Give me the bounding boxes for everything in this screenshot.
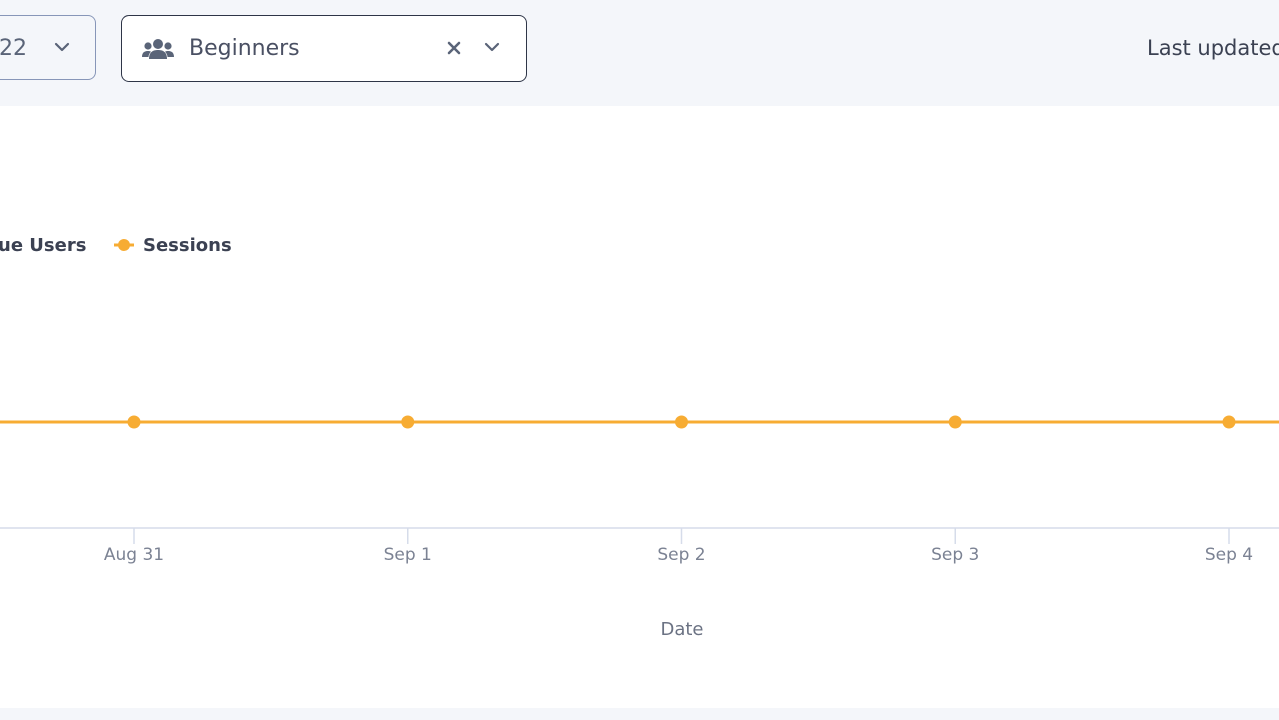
data-point-sessions[interactable] <box>127 415 141 429</box>
x-tick-label: Sep 2 <box>657 545 705 565</box>
legend-marker-sessions <box>118 239 130 251</box>
chevron-down-icon[interactable] <box>484 41 500 53</box>
last-updated-label: Last updated <box>1147 36 1279 60</box>
sessions-line-chart: ue Users Sessions Aug 31 Sep 1 Sep 2 Sep 3 S… <box>0 235 1279 640</box>
legend-label-sessions[interactable]: Sessions <box>143 235 232 256</box>
user-group-value: Beginners <box>189 36 300 61</box>
date-range-value: 22 <box>0 36 27 61</box>
data-point-sessions[interactable] <box>1222 415 1236 429</box>
x-axis-title: Date <box>660 619 703 640</box>
chevron-down-icon <box>54 42 70 52</box>
data-point-sessions[interactable] <box>948 415 962 429</box>
x-tick-label: Sep 4 <box>1205 545 1253 565</box>
users-icon <box>142 39 174 59</box>
filter-toolbar: 22 Beginners Last updated <box>0 0 1279 104</box>
data-point-sessions[interactable] <box>675 415 688 429</box>
legend-label-unique-users[interactable]: ue Users <box>0 235 86 256</box>
date-range-select[interactable]: 22 <box>0 15 96 80</box>
user-group-select[interactable]: Beginners <box>121 15 527 82</box>
chart-legend: ue Users Sessions <box>0 235 232 256</box>
x-tick-label: Aug 31 <box>104 545 164 565</box>
chart-panel: ue Users Sessions Aug 31 Sep 1 Sep 2 Sep 3 S… <box>0 106 1279 708</box>
data-point-sessions[interactable] <box>401 415 415 429</box>
x-tick-label: Sep 1 <box>384 545 432 565</box>
close-icon[interactable] <box>445 39 463 57</box>
plot-area: Aug 31 Sep 1 Sep 2 Sep 3 Sep 4 <box>0 415 1279 565</box>
x-tick-label: Sep 3 <box>931 545 979 565</box>
